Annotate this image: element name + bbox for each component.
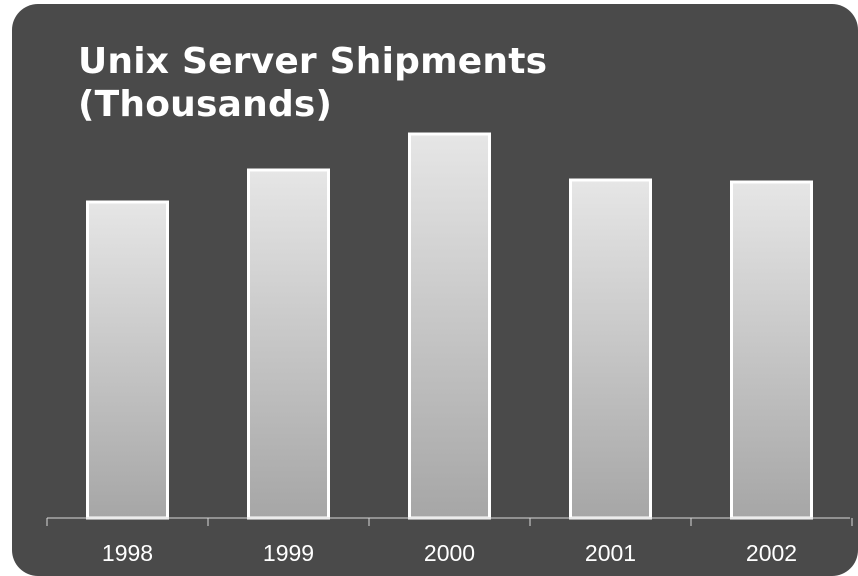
chart-title-line-2: (Thousands) (78, 84, 333, 126)
bar-1998 (86, 200, 169, 520)
bar-1999 (247, 168, 330, 520)
x-tick-label: 2002 (746, 540, 797, 566)
x-tick-label: 1998 (102, 540, 153, 566)
x-tick-label: 2001 (585, 540, 636, 566)
chart-title-line-1: Unix Server Shipments (78, 41, 548, 82)
chart-title: Unix Server Shipments (Thousands) (78, 40, 547, 126)
bar-2000 (408, 132, 491, 520)
bar-2002 (730, 180, 813, 520)
chart-slide: 1998 1999 2000 2001 2002 Unix Server Shipmen… (12, 4, 858, 576)
bar-2001 (569, 178, 652, 520)
bar-chart: 1998 1999 2000 2001 2002 (46, 132, 853, 566)
x-tick-label: 2000 (424, 540, 475, 566)
x-tick-label: 1999 (263, 540, 314, 566)
